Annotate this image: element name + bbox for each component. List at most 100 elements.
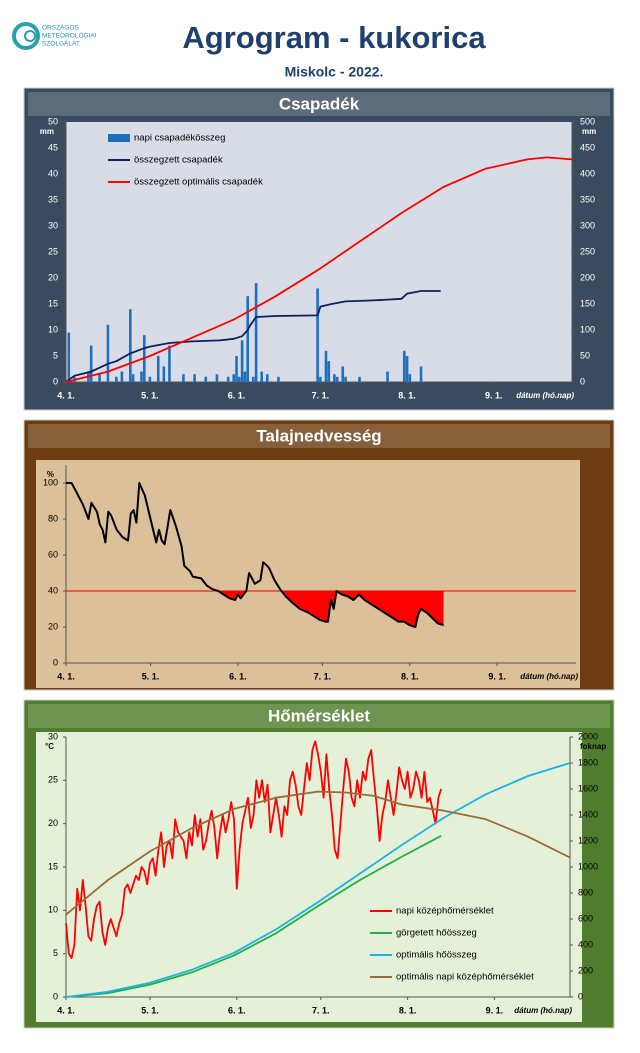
x-tick-label: 9. 1. [485,390,503,400]
y-tick-label: 30 [48,220,58,230]
x-tick-label: 4. 1. [57,390,75,400]
y-tick-label: 35 [48,194,58,204]
y-tick-label: 45 [48,142,58,152]
bar [128,309,132,382]
legend-label: összegzett csapadék [134,155,223,166]
bar [333,374,336,382]
panel-title: Csapadék [279,94,360,113]
y2-unit: mm [582,127,596,136]
x-tick-label: 5. 1. [141,1005,159,1015]
bar [240,340,244,382]
bar [235,356,238,382]
legend-label: napi csapadékösszeg [134,133,225,144]
logo-text: METEOROLÓGIAI [42,31,97,40]
y-tick-label: 10 [48,324,58,334]
bar [140,371,143,382]
y2-tick-label: 100 [580,324,595,334]
bar [106,324,110,382]
y-tick-label: 15 [48,861,58,871]
bar [89,345,93,382]
y2-tick-label: 50 [580,350,590,360]
x-tick-label: 5. 1. [142,671,160,681]
logo-text: SZOLGÁLAT [42,39,80,48]
line [65,835,442,998]
bar [131,374,135,382]
bar [260,371,263,382]
bar [168,345,171,382]
y2-tick-label: 1600 [578,783,598,793]
y2-tick-label: 450 [580,142,595,152]
bar [182,374,185,382]
y2-tick-label: 1400 [578,809,598,819]
y2-tick-label: 250 [580,246,595,256]
bar [327,361,331,382]
line [65,740,443,959]
y-tick-label: 0 [53,991,58,1001]
y2-tick-label: 150 [580,298,595,308]
legend-label: görgetett hőösszeg [396,928,477,939]
y-tick-label: 25 [48,775,58,785]
line [65,762,571,998]
bar [232,374,236,382]
bar [316,288,319,382]
bar [226,376,230,382]
y-unit: °C [45,742,54,751]
bar [115,376,118,382]
y-tick-label: 10 [48,905,58,915]
bar [254,283,258,382]
x-tick-label: 6. 1. [228,390,246,400]
y2-tick-label: 200 [578,965,593,975]
x-tick-label: 9. 1. [486,1005,504,1015]
y-unit: % [47,470,54,479]
y2-tick-label: 400 [578,939,593,949]
x-tick-label: 7. 1. [312,1005,330,1015]
y-tick-label: 25 [48,246,58,256]
bar [148,376,152,382]
y-tick-label: 20 [48,272,58,282]
page-title: Agrogram - kukorica [182,20,486,55]
line [65,790,571,916]
y-tick-label: 40 [48,168,58,178]
line [65,290,441,383]
panel-title: Hőmérséklet [268,706,370,725]
legend-label: optimális hőösszeg [396,950,477,961]
bar [204,376,208,382]
bar [243,371,247,382]
y2-tick-label: 600 [578,913,593,923]
panel-title: Talajnedvesség [256,426,381,445]
y2-tick-label: 800 [578,887,593,897]
y-tick-label: 5 [53,948,58,958]
legend-label: optimális napi középhőmérséklet [396,972,534,983]
y2-tick-label: 500 [580,116,595,126]
y2-tick-label: 350 [580,194,595,204]
bar [246,296,250,382]
bar [120,371,124,382]
logo-mark [12,22,40,50]
bar [419,366,423,382]
x-tick-label: 4. 1. [57,1005,75,1015]
y-unit: mm [40,127,54,136]
y2-tick-label: 0 [578,991,583,1001]
bar [193,374,196,382]
y-tick-label: 30 [48,731,58,741]
y2-tick-label: 300 [580,220,595,230]
y2-unit: foknap [580,742,606,751]
bar [67,332,71,382]
legend-swatch [108,134,130,142]
x-axis-label: dátum (hó.nap) [514,1006,572,1015]
plot-background [66,122,572,382]
x-tick-label: 9. 1. [488,671,506,681]
y2-tick-label: 1000 [578,861,598,871]
y-tick-label: 50 [48,116,58,126]
y2-tick-label: 1800 [578,757,598,767]
x-tick-label: 8. 1. [398,390,416,400]
logo: ORSZÁGOS METEOROLÓGIAI SZOLGÁLAT [12,22,97,50]
logo-mark [24,30,36,42]
bar [386,371,389,382]
bar [277,376,280,382]
y2-tick-label: 200 [580,272,595,282]
x-tick-label: 8. 1. [399,1005,417,1015]
page-subtitle: Miskolc - 2022. [285,64,384,80]
bar [341,366,345,382]
